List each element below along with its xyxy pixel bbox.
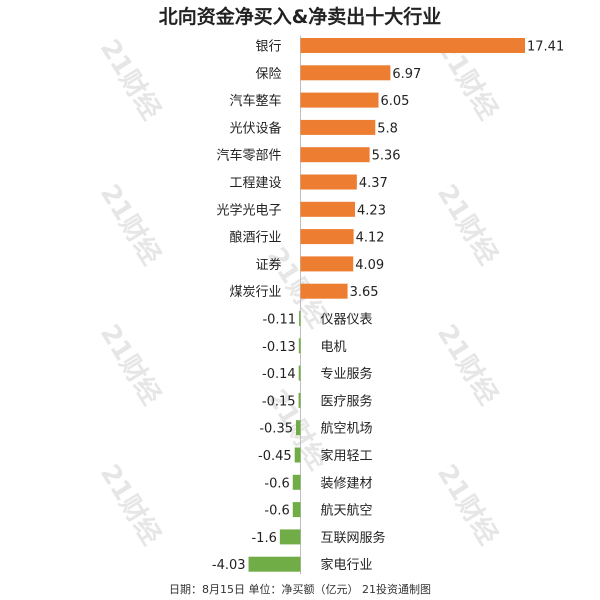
bar: [298, 392, 301, 408]
bar: [300, 92, 379, 108]
bar: [279, 529, 301, 545]
bar: [300, 65, 391, 81]
data-label: 6.05: [381, 94, 410, 109]
data-label: -4.03: [212, 558, 246, 573]
category-label: 航天航空: [321, 503, 373, 519]
category-label: 银行: [255, 40, 281, 55]
bar: [248, 556, 301, 572]
data-label: 4.12: [356, 231, 385, 246]
data-label: 4.23: [357, 203, 386, 218]
data-label: 6.97: [392, 67, 421, 82]
category-label: 专业服务: [321, 366, 373, 382]
bar: [300, 147, 370, 163]
data-label: -0.6: [264, 476, 289, 491]
category-label: 光学光电子: [216, 202, 281, 218]
bar: [299, 311, 301, 326]
bar: [292, 474, 301, 490]
data-label: 4.37: [359, 176, 388, 191]
data-label: 17.41: [527, 40, 564, 55]
data-label: 5.8: [377, 121, 398, 136]
category-label: 工程建设: [229, 176, 281, 191]
category-label: 家电行业: [321, 557, 373, 573]
data-label: -0.11: [262, 313, 296, 328]
data-label: 4.09: [355, 258, 384, 273]
bar: [294, 447, 301, 463]
data-label: -0.14: [262, 367, 296, 382]
data-label: -0.35: [259, 422, 293, 437]
bar: [300, 283, 348, 299]
category-label: 仪器仪表: [321, 313, 373, 328]
bar: [300, 38, 525, 53]
category-label: 汽车整车: [229, 93, 281, 109]
category-label: 保险: [255, 67, 281, 82]
category-label: 装修建材: [321, 476, 373, 491]
bar: [300, 119, 376, 135]
data-label: -0.45: [258, 449, 292, 464]
category-label: 煤炭行业: [229, 285, 281, 300]
bar: [300, 201, 356, 217]
category-label: 互联网服务: [321, 530, 386, 546]
bar: [292, 502, 301, 518]
bar: [300, 256, 354, 272]
bar: [295, 420, 301, 436]
data-label: -0.13: [262, 340, 296, 355]
category-label: 医疗服务: [321, 393, 373, 409]
data-label: 3.65: [350, 285, 379, 300]
category-label: 电机: [321, 340, 347, 355]
category-label: 航空机场: [321, 421, 373, 437]
bar: [298, 338, 301, 354]
chart-title: 北向资金净买入&净卖出十大行业: [158, 6, 442, 28]
category-label: 家用轻工: [321, 448, 373, 464]
bar: [300, 174, 357, 190]
data-label: 5.36: [372, 149, 401, 164]
data-label: -1.6: [251, 531, 276, 546]
category-label: 酿酒行业: [229, 230, 281, 246]
bar: [300, 229, 354, 245]
category-label: 汽车零部件: [216, 148, 281, 164]
bar: [298, 365, 301, 381]
chart-footer: 日期：8月15日 单位：净买额（亿元） 21投资通制图: [169, 583, 431, 596]
data-label: -0.15: [262, 394, 296, 409]
category-label: 光伏设备: [229, 120, 281, 136]
data-label: -0.6: [264, 504, 289, 519]
category-label: 证券: [255, 257, 281, 273]
